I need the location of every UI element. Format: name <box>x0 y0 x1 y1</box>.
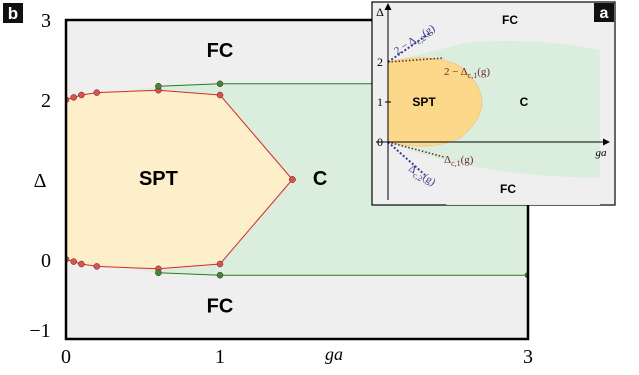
y-axis-label: Δ <box>34 170 47 192</box>
inset-label-dc1: Δc,1(g) <box>444 154 474 168</box>
red-marker-10 <box>93 263 101 270</box>
region-label-fc-bottom: FC <box>207 295 234 317</box>
inset-y-tick-label-0: 0 <box>377 135 383 149</box>
inset-label-2-minus-dc1-sub: c,1 <box>468 71 478 80</box>
green-marker-3 <box>155 269 162 277</box>
inset-label-dc1-main: Δ <box>444 154 451 166</box>
panel-label-a-bg <box>594 3 614 22</box>
panel-label-b: b <box>8 4 18 23</box>
inset-label-dc1-arg: (g) <box>461 154 474 166</box>
red-marker-9 <box>78 260 85 268</box>
inset-line-2-minus-dc1 <box>387 57 445 63</box>
inset-label-dc1-sub: c,1 <box>451 159 461 168</box>
region-label-fc-top: FC <box>207 40 234 62</box>
inset-label-dc2-sub: c,2 <box>411 171 424 184</box>
data-markers <box>66 80 528 279</box>
y-tick-label-2: 2 <box>41 90 51 112</box>
inset-region-label-c: C <box>520 95 529 109</box>
inset-c-region-lower <box>388 140 600 178</box>
inset-line-dc1 <box>387 141 445 158</box>
y-tick-label-minus1: −1 <box>29 320 50 342</box>
y-tick-label-0: 0 <box>41 250 51 272</box>
red-marker-13 <box>289 176 296 183</box>
inset-label-2-minus-dc1: 2 − Δc,1(g) <box>444 66 490 80</box>
spt-region <box>66 90 293 269</box>
red-marker-12 <box>216 260 224 268</box>
x-axis-label: ga <box>325 344 343 364</box>
inset-y-axis-arrow <box>384 3 392 10</box>
inset-x-axis-label: ga <box>596 147 608 159</box>
green-marker-1 <box>216 80 224 88</box>
region-label-spt: SPT <box>139 168 178 190</box>
red-marker-1 <box>70 94 77 101</box>
x-tick-label-3: 3 <box>523 346 533 368</box>
red-marker-8 <box>70 258 77 265</box>
x-tick-label-0: 0 <box>61 346 71 368</box>
green-marker-0 <box>155 82 162 90</box>
inset-label-2-minus-dc2-sub: c,2 <box>415 34 428 47</box>
inset-spt-region <box>387 57 483 147</box>
red-marker-3 <box>93 89 101 96</box>
inset-y-tick-label-1: 1 <box>377 95 383 109</box>
red-marker-2 <box>78 91 85 99</box>
inset-y-tick-label-2: 2 <box>377 55 383 69</box>
green-marker-4 <box>216 271 224 279</box>
inset-line-2-minus-dc2 <box>387 32 431 63</box>
inset-region-label-fc-top: FC <box>502 13 518 27</box>
y-tick-label-3: 3 <box>41 10 51 32</box>
region-label-c: C <box>313 168 327 190</box>
inset-region-label-spt: SPT <box>412 95 436 109</box>
inset-label-2-minus-dc1-arg: (g) <box>477 66 490 78</box>
inset-x-axis-arrow <box>603 138 610 146</box>
red-marker-5 <box>216 91 224 99</box>
x-tick-label-1: 1 <box>215 346 225 368</box>
inset-region-label-fc-bottom: FC <box>500 182 516 196</box>
inset-fc-lower-patch <box>373 142 614 204</box>
panel-label-a: a <box>600 5 609 22</box>
inset-line-dc2 <box>387 141 426 176</box>
panel-label-b-bg <box>3 3 23 23</box>
inset-label-2-minus-dc1-main: 2 − Δ <box>444 66 468 78</box>
inset-panel: 2 1 0 Δ ga FC SPT C FC 2 − Δ c,2 (g) 2 − Δ… <box>371 1 616 206</box>
inset-y-axis-label: Δ <box>376 5 384 19</box>
